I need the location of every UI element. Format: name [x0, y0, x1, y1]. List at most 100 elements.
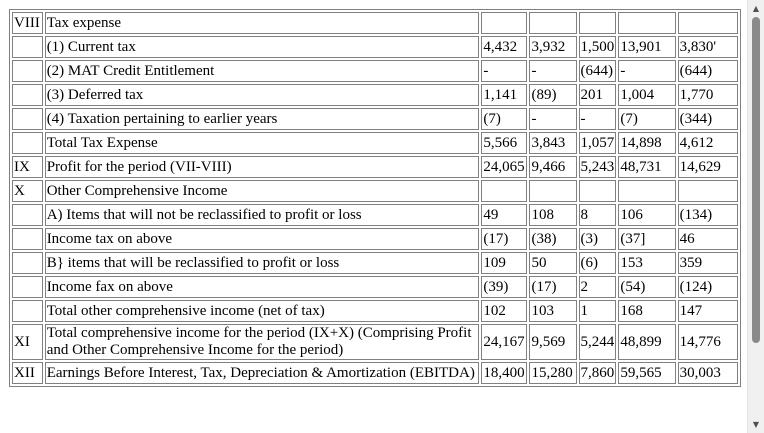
row-number [12, 108, 43, 130]
value-cell: 48,899 [618, 324, 676, 360]
value-cell: 14,898 [618, 132, 676, 154]
row-description: B} items that will be reclassified to pr… [44, 252, 480, 274]
table-row: IX Profit for the period (VII-VIII) 24,0… [12, 156, 738, 178]
table-row: Income fax on above (39) (17) 2 (54) (12… [12, 276, 738, 298]
value-cell: - [529, 60, 577, 82]
scroll-thumb[interactable] [752, 17, 760, 343]
table-row: VIII Tax expense [12, 12, 738, 34]
financial-table: VIII Tax expense (1) Current tax 4,432 3… [9, 9, 741, 387]
value-cell: 1,004 [618, 84, 676, 106]
value-cell: 102 [481, 300, 528, 322]
table-row: Total Tax Expense 5,566 3,843 1,057 14,8… [12, 132, 738, 154]
value-cell: 1,141 [481, 84, 528, 106]
row-number: VIII [12, 12, 43, 34]
value-cell: - [481, 60, 528, 82]
value-cell: 7,860 [578, 362, 617, 384]
triangle-down-icon: ▼ [752, 420, 760, 429]
row-number [12, 252, 43, 274]
value-cell: 1 [578, 300, 617, 322]
table-row: B} items that will be reclassified to pr… [12, 252, 738, 274]
row-description: (3) Deferred tax [44, 84, 480, 106]
value-cell: - [529, 108, 577, 130]
value-cell: (3) [578, 228, 617, 250]
value-cell: 59,565 [618, 362, 676, 384]
value-cell: 168 [618, 300, 676, 322]
value-cell: 50 [529, 252, 577, 274]
row-number: IX [12, 156, 43, 178]
value-cell [618, 12, 676, 34]
value-cell: 9,569 [529, 324, 577, 360]
row-description: Total other comprehensive income (net of… [44, 300, 480, 322]
table-row: (3) Deferred tax 1,141 (89) 201 1,004 1,… [12, 84, 738, 106]
value-cell: (54) [618, 276, 676, 298]
value-cell: (38) [529, 228, 577, 250]
value-cell: - [618, 60, 676, 82]
scroll-down-button[interactable]: ▼ [748, 416, 764, 433]
value-cell: (644) [677, 60, 738, 82]
value-cell: 359 [677, 252, 738, 274]
table-row: A) Items that will not be reclassified t… [12, 204, 738, 226]
row-description: Income tax on above [44, 228, 480, 250]
value-cell: 5,243 [578, 156, 617, 178]
value-cell [481, 180, 528, 202]
row-description: Total comprehensive income for the perio… [44, 324, 480, 360]
value-cell: (89) [529, 84, 577, 106]
value-cell [677, 12, 738, 34]
value-cell [677, 180, 738, 202]
value-cell: 4,432 [481, 36, 528, 58]
table-row: (4) Taxation pertaining to earlier years… [12, 108, 738, 130]
scroll-up-button[interactable]: ▲ [748, 0, 764, 17]
row-description: (2) MAT Credit Entitlement [44, 60, 480, 82]
row-description: Tax expense [44, 12, 480, 34]
row-description: (4) Taxation pertaining to earlier years [44, 108, 480, 130]
row-description: Other Comprehensive Income [44, 180, 480, 202]
vertical-scrollbar[interactable]: ▲ ▼ [747, 0, 764, 433]
row-number [12, 228, 43, 250]
value-cell: 153 [618, 252, 676, 274]
table-row: Total other comprehensive income (net of… [12, 300, 738, 322]
value-cell [529, 12, 577, 34]
table-row: Income tax on above (17) (38) (3) (37] 4… [12, 228, 738, 250]
row-number [12, 204, 43, 226]
row-number [12, 276, 43, 298]
value-cell: (644) [578, 60, 617, 82]
value-cell: 3,932 [529, 36, 577, 58]
row-description: (1) Current tax [44, 36, 480, 58]
row-number [12, 300, 43, 322]
row-number [12, 84, 43, 106]
value-cell: 9,466 [529, 156, 577, 178]
row-number [12, 36, 43, 58]
value-cell: 1,057 [578, 132, 617, 154]
table-row: X Other Comprehensive Income [12, 180, 738, 202]
value-cell: 24,065 [481, 156, 528, 178]
value-cell: 24,167 [481, 324, 528, 360]
row-number [12, 60, 43, 82]
value-cell: 13,901 [618, 36, 676, 58]
table-row: (1) Current tax 4,432 3,932 1,500 13,901… [12, 36, 738, 58]
value-cell: 109 [481, 252, 528, 274]
value-cell: 5,566 [481, 132, 528, 154]
value-cell: 46 [677, 228, 738, 250]
value-cell: 49 [481, 204, 528, 226]
value-cell: (37] [618, 228, 676, 250]
value-cell: (17) [529, 276, 577, 298]
value-cell [578, 180, 617, 202]
row-number: X [12, 180, 43, 202]
value-cell: 3,830' [677, 36, 738, 58]
table-row: (2) MAT Credit Entitlement - - (644) - (… [12, 60, 738, 82]
value-cell: 147 [677, 300, 738, 322]
triangle-up-icon: ▲ [752, 4, 760, 13]
value-cell: (7) [618, 108, 676, 130]
value-cell: (39) [481, 276, 528, 298]
value-cell: 3,843 [529, 132, 577, 154]
value-cell: 30,003 [677, 362, 738, 384]
value-cell: 15,280 [529, 362, 577, 384]
value-cell: (17) [481, 228, 528, 250]
value-cell: (6) [578, 252, 617, 274]
value-cell: 2 [578, 276, 617, 298]
value-cell [578, 12, 617, 34]
value-cell: (134) [677, 204, 738, 226]
value-cell: 1,500 [578, 36, 617, 58]
row-description: Total Tax Expense [44, 132, 480, 154]
